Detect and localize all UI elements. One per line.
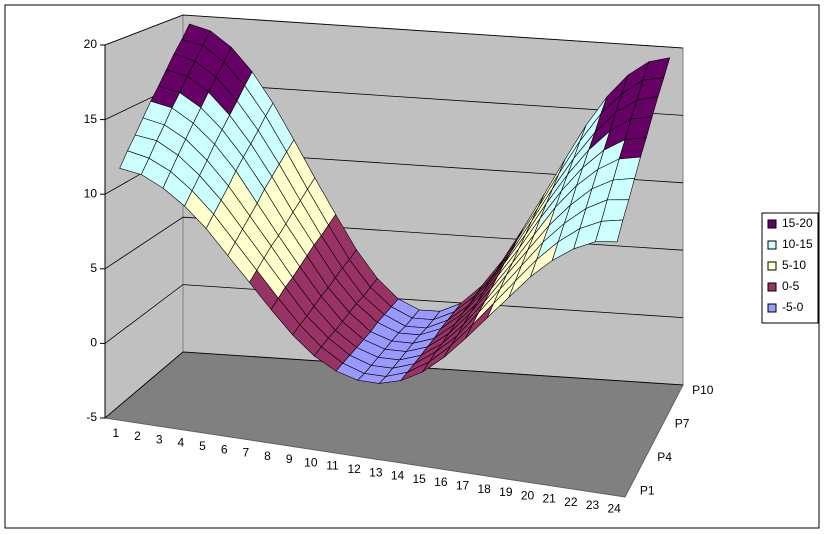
grid-line — [104, 284, 684, 344]
x-tick-label: 23 — [586, 498, 600, 512]
grid-line — [104, 14, 684, 49]
x-tick-label: 14 — [391, 469, 405, 483]
x-tick-label: 4 — [177, 436, 184, 450]
grid — [100, 14, 684, 419]
depth-label: P7 — [675, 416, 690, 430]
x-tick-label: 13 — [369, 465, 383, 479]
y-tick-label: -5 — [86, 410, 97, 424]
legend: 15-20 10-15 5-10 0-5 -5-0 — [767, 216, 813, 314]
y-tick-label: 5 — [90, 261, 97, 275]
x-tick-label: 9 — [286, 452, 293, 466]
legend-swatch — [767, 240, 777, 250]
x-tick-label: 12 — [347, 462, 361, 476]
y-tick-label: 20 — [84, 37, 98, 51]
x-tick-label: 6 — [221, 442, 228, 456]
x-tick-label: 20 — [521, 488, 535, 502]
x-tick-label: 24 — [607, 502, 621, 516]
legend-swatch — [767, 303, 777, 313]
legend-label: 0-5 — [782, 279, 800, 293]
x-tick-label: 21 — [542, 492, 556, 506]
x-tick-label: 10 — [304, 455, 318, 469]
x-tick-label: 7 — [242, 446, 249, 460]
x-tick-label: 18 — [477, 482, 491, 496]
y-tick-label: 15 — [84, 112, 98, 126]
legend-label: 15-20 — [782, 216, 813, 230]
legend-label: 10-15 — [782, 237, 813, 251]
depth-label: P1 — [640, 484, 655, 498]
grid-line — [104, 351, 684, 419]
x-tick-label: 5 — [199, 439, 206, 453]
x-tick-label: 1 — [112, 426, 119, 440]
surface-cell — [595, 219, 624, 243]
x-tick-label: 8 — [264, 449, 271, 463]
x-tick-label: 15 — [412, 472, 426, 486]
x-tick-label: 17 — [456, 478, 470, 492]
y-tick-label: 10 — [84, 186, 98, 200]
x-tick-label: 22 — [564, 495, 578, 509]
legend-swatch — [767, 219, 777, 229]
x-tick-label: 2 — [134, 429, 141, 443]
x-tick-label: 16 — [434, 475, 448, 489]
legend-swatch — [767, 261, 777, 271]
legend-label: 5-10 — [782, 258, 806, 272]
legend-swatch — [767, 282, 777, 292]
x-tick-label: 19 — [499, 485, 513, 499]
depth-label: P10 — [692, 383, 714, 397]
x-tick-label: 3 — [156, 432, 163, 446]
depth-label: P4 — [657, 450, 672, 464]
x-tick-label: 11 — [326, 459, 339, 473]
y-tick-label: 0 — [90, 336, 97, 350]
surface — [119, 23, 671, 384]
legend-label: -5-0 — [782, 300, 804, 314]
